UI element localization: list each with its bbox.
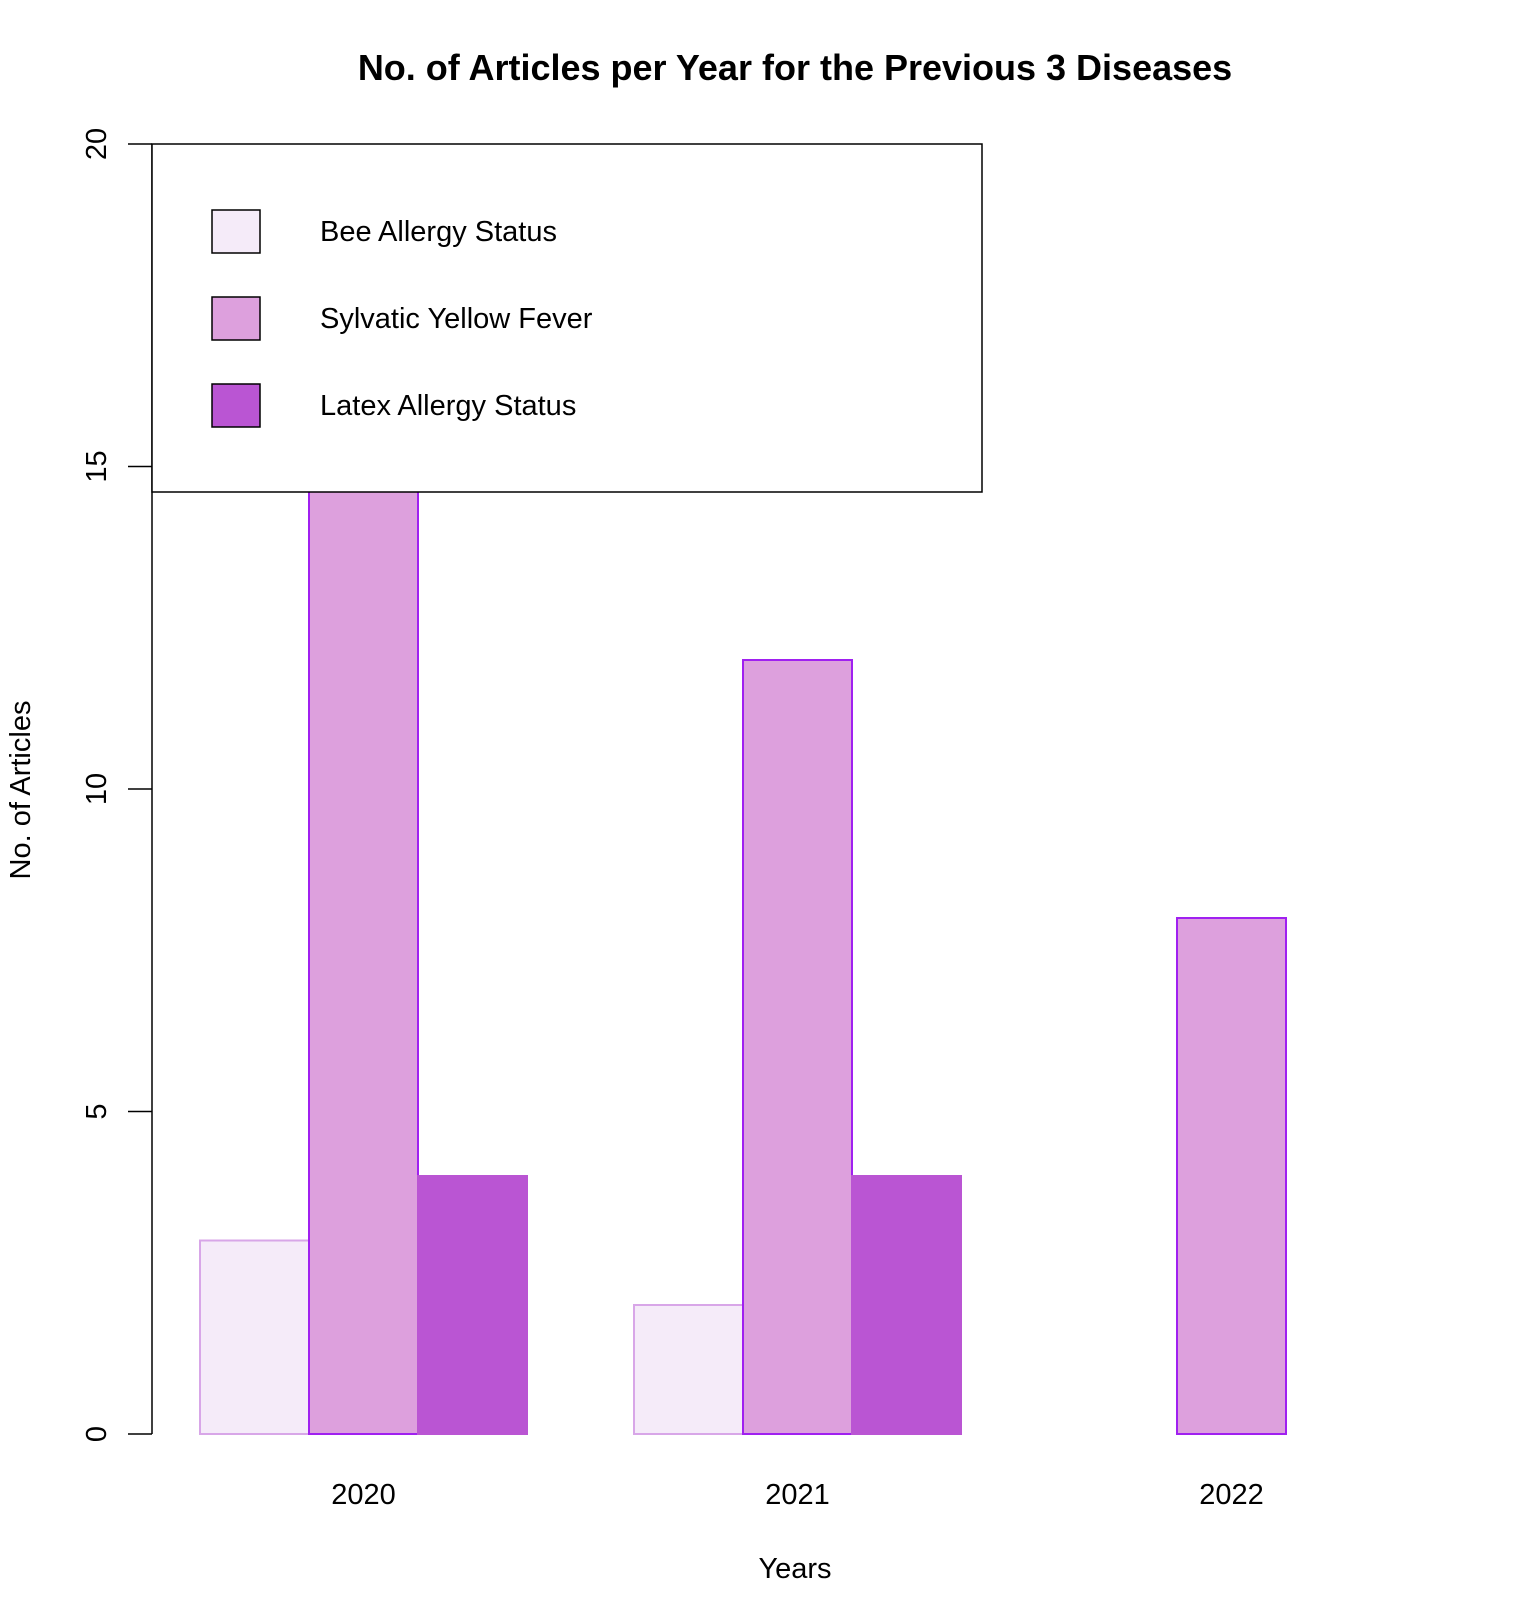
- bar-2020-bee-allergy-status: [199, 1239, 310, 1435]
- legend-swatch: [211, 383, 261, 428]
- y-axis: 0 5 10 15 20: [81, 128, 153, 1442]
- legend-swatch: [211, 209, 261, 254]
- bar-2021-bee-allergy-status: [633, 1304, 744, 1435]
- x-axis-label: Years: [758, 1553, 831, 1585]
- legend: Bee Allergy Status Sylvatic Yellow Fever L…: [151, 143, 983, 493]
- bar-2021-sylvatic-yellow-fever: [742, 659, 853, 1435]
- legend-label: Latex Allergy Status: [320, 390, 576, 422]
- y-tick-label: 10: [81, 773, 113, 805]
- legend-swatch: [211, 296, 261, 341]
- y-tick-label: 5: [81, 1103, 113, 1119]
- y-tick-label: 20: [81, 128, 113, 160]
- bar-2020-latex-allergy-status: [417, 1175, 528, 1435]
- legend-label: Sylvatic Yellow Fever: [320, 303, 593, 335]
- y-tick-label: 15: [81, 450, 113, 482]
- x-tick-label: 2021: [765, 1479, 830, 1511]
- x-tick-label: 2022: [1199, 1479, 1264, 1511]
- bar-2022-sylvatic-yellow-fever: [1176, 917, 1287, 1435]
- y-axis-label: No. of Articles: [5, 701, 37, 880]
- legend-label: Bee Allergy Status: [320, 216, 557, 248]
- x-tick-label: 2020: [331, 1479, 396, 1511]
- bar-2021-latex-allergy-status: [851, 1175, 962, 1435]
- x-axis-labels: 2020 2021 2022: [331, 1479, 1264, 1511]
- y-tick-label: 0: [81, 1426, 113, 1442]
- legend-box: [151, 143, 983, 493]
- chart-title: No. of Articles per Year for the Previou…: [358, 47, 1232, 88]
